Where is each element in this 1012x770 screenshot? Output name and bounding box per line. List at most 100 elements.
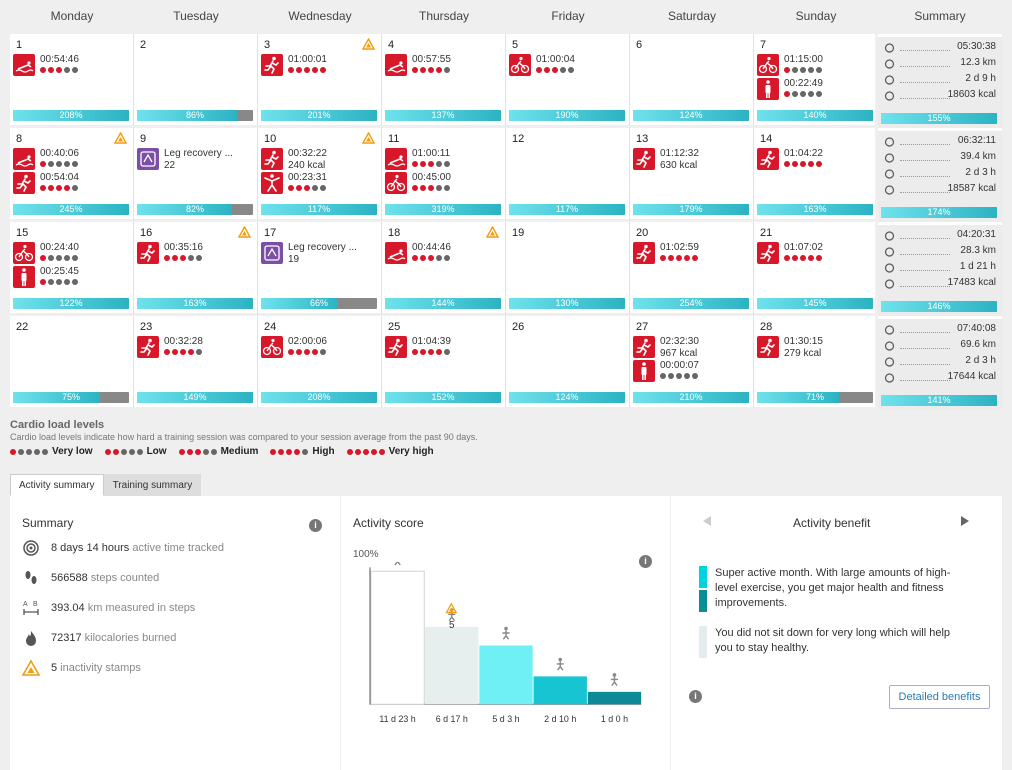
training-session[interactable]: 01:04:39 bbox=[385, 336, 501, 358]
info-icon[interactable]: i bbox=[689, 690, 702, 703]
training-session[interactable]: 00:23:31 bbox=[261, 172, 377, 194]
training-session[interactable]: 00:35:16 bbox=[137, 242, 253, 264]
day-cell[interactable]: 23 00:32:28 149% bbox=[134, 316, 258, 410]
training-session[interactable]: 00:57:55 bbox=[385, 54, 501, 76]
training-session[interactable]: 01:15:00 bbox=[757, 54, 873, 76]
training-session[interactable]: 00:40:06 bbox=[13, 148, 129, 170]
day-cell[interactable]: 21 01:07:02 145% bbox=[754, 222, 878, 316]
day-cell[interactable]: 7 01:15:00 00:22:49 140% bbox=[754, 34, 878, 128]
training-session[interactable]: 00:54:04 bbox=[13, 172, 129, 194]
detailed-benefits-button[interactable]: Detailed benefits bbox=[889, 685, 990, 709]
daily-goal-bar: 66% bbox=[261, 298, 377, 309]
day-cell[interactable]: 18 00:44:46 144% bbox=[382, 222, 506, 316]
training-session[interactable]: 00:22:49 bbox=[757, 78, 873, 100]
load-dot bbox=[412, 255, 418, 261]
training-session[interactable]: Leg recovery ... 22 bbox=[137, 148, 253, 171]
load-dot bbox=[660, 373, 666, 379]
day-cell[interactable]: 22 75% bbox=[10, 316, 134, 410]
stand-icon bbox=[633, 360, 655, 382]
training-session[interactable]: 00:32:22 240 kcal bbox=[261, 148, 377, 171]
training-session[interactable]: 01:00:04 bbox=[509, 54, 625, 76]
fitness-icon bbox=[261, 172, 283, 194]
day-cell[interactable]: 17 Leg recovery ... 19 66% bbox=[258, 222, 382, 316]
training-session[interactable]: 01:30:15 279 kcal bbox=[757, 336, 873, 359]
day-cell[interactable]: 2 86% bbox=[134, 34, 258, 128]
flame-icon bbox=[884, 184, 895, 195]
training-session[interactable]: 00:45:00 bbox=[385, 172, 501, 194]
day-cell[interactable]: 16 00:35:16 163% bbox=[134, 222, 258, 316]
info-icon[interactable]: i bbox=[639, 555, 652, 568]
day-cell[interactable]: 10 00:32:22 240 kcal 00:23:31 117% bbox=[258, 128, 382, 222]
daily-goal-label: 208% bbox=[59, 110, 83, 120]
training-session[interactable]: 01:04:22 bbox=[757, 148, 873, 170]
day-cell[interactable]: 8 00:40:06 00:54:04 245% bbox=[10, 128, 134, 222]
training-session[interactable]: 00:54:46 bbox=[13, 54, 129, 76]
svg-text:B: B bbox=[33, 601, 38, 608]
training-session[interactable]: 00:00:07 bbox=[633, 360, 749, 382]
day-cell[interactable]: 13 01:12:32 630 kcal 179% bbox=[630, 128, 754, 222]
training-session[interactable]: 02:00:06 bbox=[261, 336, 377, 358]
tab-activity-summary[interactable]: Activity summary bbox=[10, 474, 104, 496]
day-cell[interactable]: 25 01:04:39 152% bbox=[382, 316, 506, 410]
day-cell[interactable]: 15 00:24:40 00:25:45 122% bbox=[10, 222, 134, 316]
info-icon[interactable]: i bbox=[309, 519, 322, 532]
week-row: 15 00:24:40 00:25:45 122% 16 00:35:16 163% 17 Le… bbox=[10, 222, 1002, 316]
load-dot bbox=[436, 161, 442, 167]
training-session[interactable]: Leg recovery ... 19 bbox=[261, 242, 377, 265]
day-cell[interactable]: 20 01:02:59 254% bbox=[630, 222, 754, 316]
session-duration: 00:44:46 bbox=[412, 242, 451, 253]
load-dot bbox=[202, 448, 209, 455]
load-dot bbox=[196, 255, 202, 261]
day-cell[interactable]: 14 01:04:22 163% bbox=[754, 128, 878, 222]
day-cell[interactable]: 12 117% bbox=[506, 128, 630, 222]
week-summary-row: 69.6 km bbox=[884, 339, 998, 353]
score-bar-running bbox=[587, 691, 642, 705]
session-extra: 967 kcal bbox=[660, 348, 698, 359]
training-session[interactable]: 00:25:45 bbox=[13, 266, 129, 288]
training-session[interactable]: 02:32:30 967 kcal bbox=[633, 336, 749, 359]
day-cell[interactable]: 3 01:00:01 201% bbox=[258, 34, 382, 128]
training-session[interactable]: 01:00:01 bbox=[261, 54, 377, 76]
week-summary: 05:30:38 12.3 km 2 d 9 h 18603 kcal 155% bbox=[878, 34, 1002, 128]
training-session[interactable]: 00:32:28 bbox=[137, 336, 253, 358]
training-session[interactable]: 01:00:11 bbox=[385, 148, 501, 170]
day-cell[interactable]: 11 01:00:11 00:45:00 319% bbox=[382, 128, 506, 222]
training-session[interactable]: 01:02:59 bbox=[633, 242, 749, 264]
load-dot bbox=[180, 255, 186, 261]
training-session[interactable]: 00:44:46 bbox=[385, 242, 501, 264]
day-number: 16 bbox=[140, 227, 153, 239]
week-summary-row: 07:40:08 bbox=[884, 323, 998, 337]
day-cell[interactable]: 1 00:54:46 208% bbox=[10, 34, 134, 128]
cardio-load-dots bbox=[412, 185, 450, 191]
load-dot bbox=[800, 161, 806, 167]
tabs: Activity summary Training summary bbox=[10, 474, 202, 496]
cardio-load-dots bbox=[104, 448, 143, 455]
week-summary-value: 69.6 km bbox=[960, 339, 996, 350]
load-dot bbox=[120, 448, 127, 455]
load-dot bbox=[816, 255, 822, 261]
legend-title: Cardio load levels bbox=[10, 419, 105, 431]
day-cell[interactable]: 27 02:32:30 967 kcal 00:00:07 210% bbox=[630, 316, 754, 410]
day-cell[interactable]: 4 00:57:55 137% bbox=[382, 34, 506, 128]
day-cell[interactable]: 9 Leg recovery ... 22 82% bbox=[134, 128, 258, 222]
load-dot bbox=[320, 67, 326, 73]
day-cell[interactable]: 28 01:30:15 279 kcal 71% bbox=[754, 316, 878, 410]
prev-arrow-icon[interactable] bbox=[703, 516, 711, 526]
tab-training-summary[interactable]: Training summary bbox=[103, 474, 202, 496]
load-dot bbox=[320, 349, 326, 355]
standing-icon bbox=[502, 626, 510, 640]
daily-goal-bar: 319% bbox=[385, 204, 501, 215]
training-session[interactable]: 01:12:32 630 kcal bbox=[633, 148, 749, 171]
day-cell[interactable]: 5 01:00:04 190% bbox=[506, 34, 630, 128]
day-cell[interactable]: 19 130% bbox=[506, 222, 630, 316]
day-cell[interactable]: 24 02:00:06 208% bbox=[258, 316, 382, 410]
week-summary-row: 17483 kcal bbox=[884, 277, 998, 291]
day-cell[interactable]: 6 124% bbox=[630, 34, 754, 128]
load-dot bbox=[660, 255, 666, 261]
training-session[interactable]: 00:24:40 bbox=[13, 242, 129, 264]
load-dot bbox=[304, 349, 310, 355]
day-cell[interactable]: 26 124% bbox=[506, 316, 630, 410]
next-arrow-icon[interactable] bbox=[961, 516, 969, 526]
training-session[interactable]: 01:07:02 bbox=[757, 242, 873, 264]
load-dot bbox=[296, 67, 302, 73]
